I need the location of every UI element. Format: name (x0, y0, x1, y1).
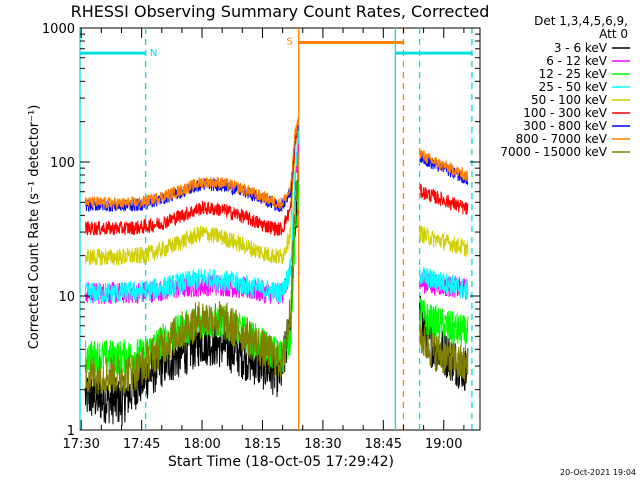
y-axis: 1 10 100 1000 (42, 22, 480, 439)
marker-saa: S (287, 28, 405, 430)
series-trace (85, 120, 300, 237)
x-tick-label: 17:30 (62, 437, 99, 452)
legend-label: 6 - 12 keV (546, 54, 608, 68)
series-trace (84, 117, 300, 211)
legend-label: 12 - 25 keV (539, 67, 608, 81)
series-2 (84, 136, 469, 305)
series-trace (84, 123, 300, 304)
y-tick-label: 10 (58, 290, 75, 305)
timestamp: 20-Oct-2021 19:04 (560, 468, 636, 477)
plot-area: NS (79, 27, 481, 431)
series-5 (84, 118, 469, 267)
series-7 (84, 117, 469, 213)
series-8 (84, 117, 469, 211)
observing-markers: NS (79, 28, 473, 430)
x-tick-label: 18:15 (244, 437, 281, 452)
series-trace (419, 266, 469, 300)
x-axis-label: Start Time (18-Oct-05 17:29:42) (168, 454, 394, 470)
marker-label: N (150, 48, 157, 59)
x-axis: 17:30 17:45 18:00 18:15 18:30 18:45 19:00 (62, 28, 465, 452)
x-tick-label: 18:30 (304, 437, 341, 452)
x-tick-label: 17:45 (123, 437, 160, 452)
legend-label: 25 - 50 keV (539, 80, 608, 94)
legend-label: 100 - 300 keV (523, 106, 607, 120)
y-axis-label: Corrected Count Rate (s⁻¹ detector⁻¹) (27, 105, 42, 350)
legend-label: 800 - 7000 keV (516, 132, 608, 146)
series-trace (419, 224, 469, 257)
legend-label: 50 - 100 keV (531, 93, 608, 107)
chart-title: RHESSI Observing Summary Count Rates, Co… (71, 2, 490, 21)
y-tick-label: 1 (67, 424, 75, 439)
series-9 (84, 168, 469, 395)
series-1 (84, 181, 469, 426)
legend-label: 300 - 800 keV (523, 119, 607, 133)
y-tick-label: 100 (50, 156, 75, 171)
x-tick-label: 18:00 (183, 437, 220, 452)
series-trace (419, 312, 469, 383)
series-trace (419, 184, 469, 215)
series-layer (84, 117, 469, 426)
series-trace (419, 147, 469, 182)
x-tick-label: 18:45 (365, 437, 402, 452)
series-trace (84, 181, 300, 426)
legend-label: 7000 - 15000 keV (500, 145, 607, 159)
y-tick-label: 1000 (42, 22, 75, 37)
series-trace (419, 297, 469, 351)
series-6 (85, 120, 469, 237)
x-tick-label: 19:00 (425, 437, 462, 452)
series-4 (84, 123, 469, 304)
legend-header-line2: Att 0 (599, 27, 628, 41)
legend-label: 3 - 6 keV (554, 41, 608, 55)
series-trace (84, 118, 300, 267)
marker-label: S (287, 36, 293, 47)
series-trace (84, 168, 300, 395)
legend-header-line1: Det 1,3,4,5,6,9, (534, 14, 628, 28)
